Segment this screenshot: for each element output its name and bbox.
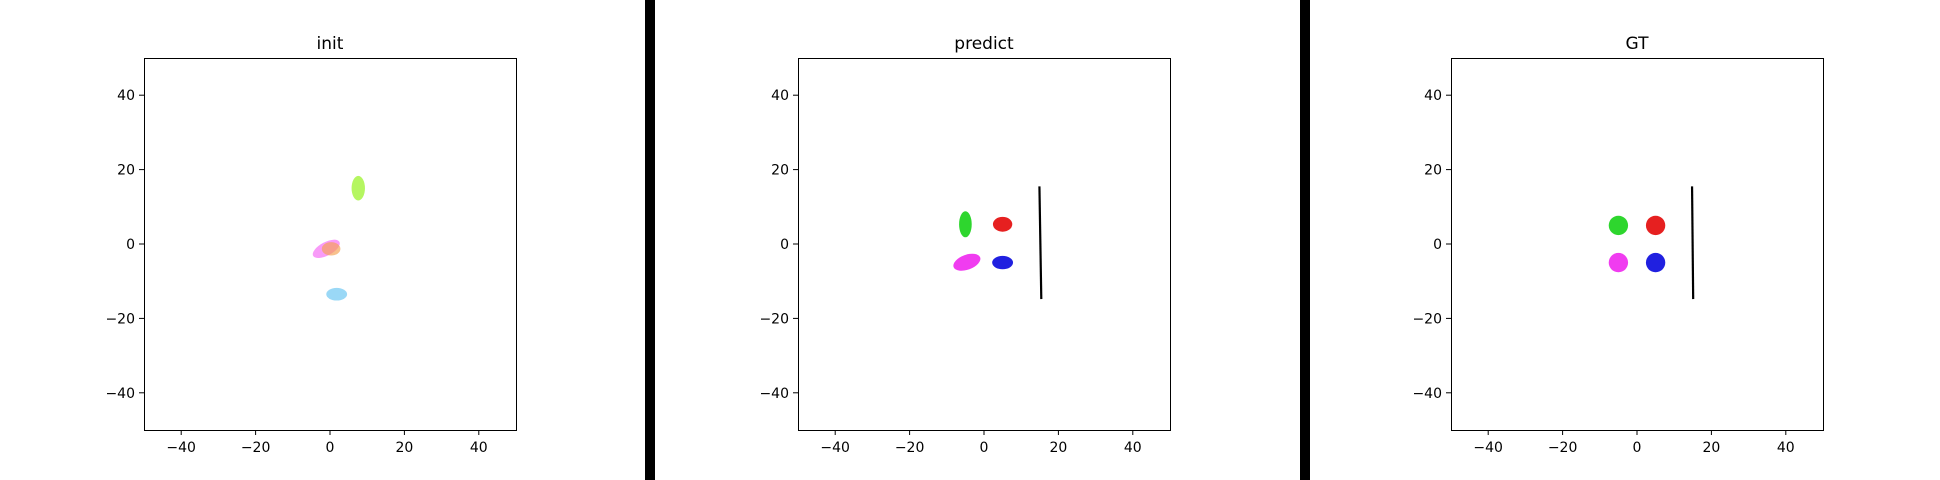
- x-tick-label: −20: [895, 440, 925, 456]
- y-tick-label: −20: [105, 311, 135, 327]
- y-tick-label: −20: [1412, 311, 1442, 327]
- x-tick-label: 20: [1702, 440, 1720, 456]
- ellipse-marker-3: [953, 253, 981, 271]
- ellipse-marker-4: [992, 255, 1014, 270]
- ellipse-marker-2: [992, 216, 1013, 232]
- ellipse-marker-4: [326, 287, 348, 301]
- y-tick-label: 40: [1424, 88, 1442, 104]
- x-tick-label: −20: [1548, 440, 1578, 456]
- x-tick-label: 40: [470, 440, 488, 456]
- ellipse-marker-3: [1608, 252, 1629, 273]
- ellipse-marker-2: [1645, 215, 1666, 236]
- plot-frame: [798, 58, 1171, 431]
- y-tick-label: −20: [759, 311, 789, 327]
- x-tick-label: 0: [980, 440, 989, 456]
- panel-divider-1: [645, 0, 655, 480]
- y-tick-label: 20: [1424, 163, 1442, 179]
- x-tick-label: 40: [1124, 440, 1142, 456]
- x-tick-label: 20: [1049, 440, 1067, 456]
- y-tick-label: 20: [117, 163, 135, 179]
- x-tick-label: 0: [326, 440, 335, 456]
- data-marks: [1608, 186, 1695, 300]
- subplot-3: −40 −20 0 20 40 −40 −20 0 20 40 GT: [1412, 34, 1824, 456]
- y-tick-label: −40: [759, 386, 789, 402]
- ellipse-marker-4: [1645, 252, 1666, 273]
- subplot-2: −40 −20 0 20 40 −40 −20 0 20 40 predict: [759, 34, 1171, 456]
- x-tick-label: −40: [166, 440, 196, 456]
- y-tick-label: −40: [105, 386, 135, 402]
- ellipse-marker-3: [321, 242, 341, 256]
- chart-title: predict: [954, 34, 1014, 54]
- panel-divider-2: [1300, 0, 1310, 480]
- data-marks: [312, 175, 365, 301]
- plot-frame: [1451, 58, 1824, 431]
- x-tick-label: −40: [1473, 440, 1503, 456]
- x-tick-label: 20: [395, 440, 413, 456]
- x-tick-label: −40: [820, 440, 850, 456]
- y-tick-label: 20: [771, 163, 789, 179]
- chart-title: init: [317, 34, 344, 54]
- x-tick-label: −20: [241, 440, 271, 456]
- y-tick-label: 40: [771, 88, 789, 104]
- ellipse-marker-1: [1608, 215, 1629, 236]
- y-tick-label: 0: [1433, 237, 1442, 253]
- line-segment-1: [1038, 186, 1043, 300]
- line-segment-1: [1690, 186, 1695, 300]
- y-tick-label: −40: [1412, 386, 1442, 402]
- subplot-1: −40 −20 0 20 40 −40 −20 0 20 40 init: [105, 34, 517, 456]
- x-tick-label: 40: [1777, 440, 1795, 456]
- y-tick-label: 0: [126, 237, 135, 253]
- ellipse-marker-1: [959, 211, 972, 238]
- x-tick-label: 0: [1633, 440, 1642, 456]
- ellipse-marker-1: [351, 175, 365, 201]
- y-tick-label: 40: [117, 88, 135, 104]
- y-tick-label: 0: [780, 237, 789, 253]
- data-marks: [953, 186, 1043, 300]
- chart-title: GT: [1626, 34, 1650, 54]
